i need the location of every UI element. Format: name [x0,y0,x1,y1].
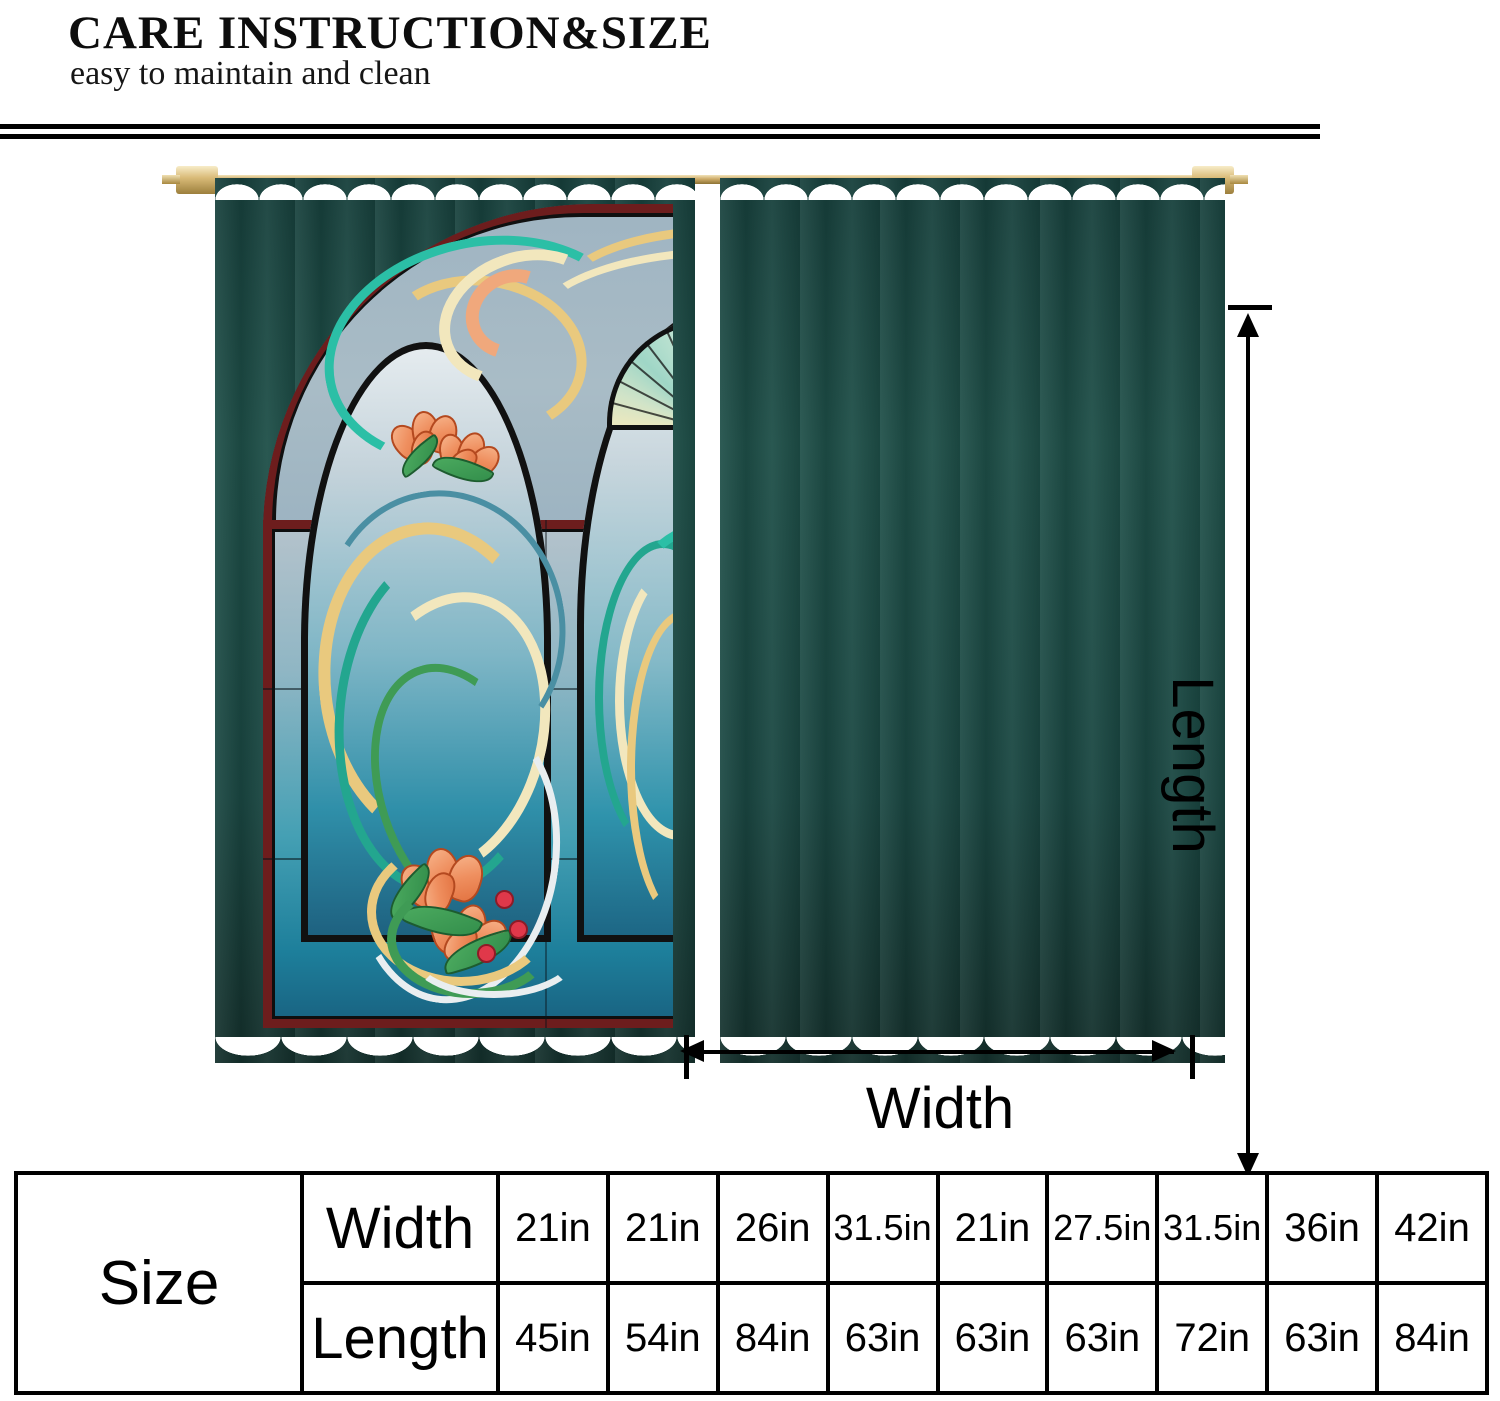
cell-length-7: 72in [1155,1281,1270,1395]
cell-width-6: 27.5in [1045,1171,1160,1285]
cell-length-4: 63in [825,1281,940,1395]
cell-width-5: 21in [935,1171,1050,1285]
finial-left-icon [162,166,218,194]
length-arrow-down-icon [1237,1153,1259,1177]
curtain-panel-left [215,178,695,1063]
width-arrow-left-icon [680,1040,704,1062]
width-line [684,1050,1174,1054]
product-illustration: Length [0,150,1500,1194]
curtain-panel-right [720,178,1225,1063]
width-arrow-right-icon [1152,1040,1176,1062]
cell-length-9: 84in [1375,1281,1489,1395]
cell-width-8: 36in [1265,1171,1379,1285]
cell-width-1: 21in [496,1171,610,1285]
row-head-width: Width [300,1171,500,1285]
berry-dot [509,920,528,939]
width-tick-right [1190,1035,1195,1079]
header-divider-top [0,124,1320,129]
cell-length-8: 63in [1265,1281,1379,1395]
berry-dot [495,890,514,909]
header: CARE INSTRUCTION&SIZE easy to maintain a… [0,0,1500,150]
length-tick-top [1228,305,1272,310]
width-label: Width [865,1076,1015,1141]
width-dimension: Width [660,1035,1240,1145]
curtain-pair [215,178,1225,1063]
cell-length-2: 54in [605,1281,720,1395]
berry-dot [477,944,496,963]
table-row: Length 45in 54in 84in 63in 63in 63in 72i… [16,1281,1489,1395]
curtain-hem-left [215,1037,695,1063]
length-dimension: Length [1160,305,1352,1195]
cell-length-5: 63in [935,1281,1050,1395]
cell-length-1: 45in [496,1281,610,1395]
curtain-fabric-right [720,178,1225,1063]
curtain-rod-pocket-left [215,178,695,200]
curtain-rod-pocket-right [720,178,1225,200]
cell-width-2: 21in [605,1171,720,1285]
page-subtitle: easy to maintain and clean [70,55,431,92]
cell-width-7: 31.5in [1155,1171,1270,1285]
table-row: Size Width 21in 21in 26in 31.5in 21in 27… [14,1171,1489,1395]
length-arrow-up-icon [1237,313,1259,337]
cell-width-9: 42in [1375,1171,1489,1285]
size-header-cell: Size [14,1171,304,1395]
row-head-length: Length [300,1281,500,1395]
length-label: Length [1160,676,1225,854]
page-title: CARE INSTRUCTION&SIZE [68,7,712,59]
cell-width-3: 26in [715,1171,830,1285]
cell-length-3: 84in [715,1281,830,1395]
cell-length-6: 63in [1045,1281,1160,1395]
header-divider-bottom [0,134,1320,139]
stained-glass-print-left [241,190,673,1042]
size-chart-table: Size Width 21in 21in 26in 31.5in 21in 27… [14,1171,1489,1395]
size-chart-body: Size Width 21in 21in 26in 31.5in 21in 27… [14,1171,1489,1395]
curtain-rod [188,175,1248,184]
cell-width-4: 31.5in [825,1171,940,1285]
length-line [1246,319,1250,1181]
